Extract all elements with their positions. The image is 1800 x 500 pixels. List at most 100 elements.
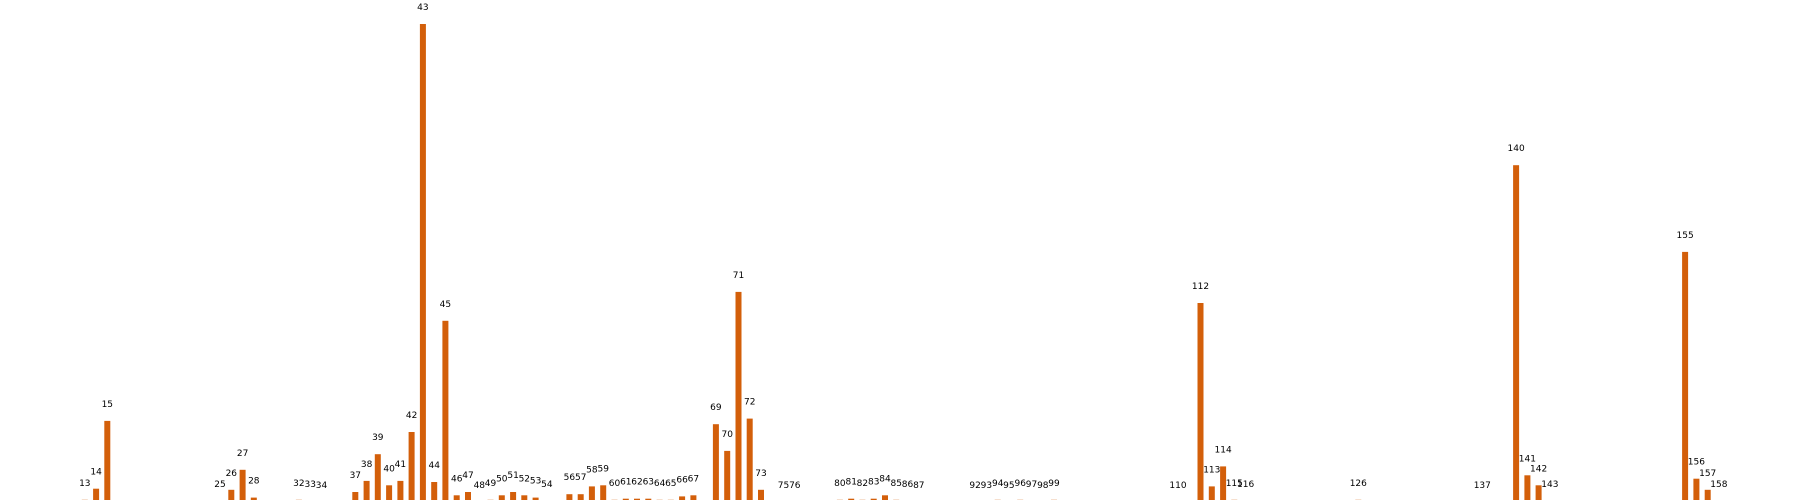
bar-label-59: 59 — [597, 464, 609, 474]
bar-62 — [634, 498, 640, 500]
bar-140 — [1513, 165, 1520, 500]
bar-label-71: 71 — [733, 271, 744, 281]
bar-label-155: 155 — [1677, 231, 1694, 241]
bar-label-87: 87 — [913, 481, 924, 491]
bar-label-126: 126 — [1350, 479, 1367, 489]
bar-label-76: 76 — [789, 481, 801, 491]
bar-label-142: 142 — [1530, 464, 1547, 474]
bar-label-98: 98 — [1037, 481, 1049, 491]
bar-label-99: 99 — [1048, 479, 1060, 489]
bar-label-25: 25 — [214, 480, 225, 490]
bar-label-58: 58 — [586, 465, 598, 475]
bars-group — [81, 24, 1711, 500]
bar-44 — [431, 482, 438, 500]
bar-label-53: 53 — [530, 477, 541, 487]
bar-47 — [465, 492, 471, 500]
bar-label-73: 73 — [755, 469, 766, 479]
bar-label-115: 115 — [1226, 479, 1243, 489]
bar-label-39: 39 — [372, 433, 384, 443]
bar-71 — [735, 291, 742, 500]
bar-label-70: 70 — [721, 430, 733, 440]
bar-63 — [645, 498, 652, 500]
bar-label-113: 113 — [1203, 465, 1220, 475]
bar-label-96: 96 — [1014, 479, 1026, 489]
bar-label-80: 80 — [834, 479, 846, 489]
bar-51 — [510, 492, 517, 500]
bar-label-92: 92 — [969, 481, 980, 491]
bar-label-50: 50 — [496, 474, 508, 484]
bar-42 — [408, 432, 415, 500]
bar-59 — [600, 485, 607, 500]
bar-45 — [442, 320, 449, 500]
bar-label-45: 45 — [440, 300, 451, 310]
bar-61 — [622, 498, 629, 500]
bar-50 — [498, 495, 505, 500]
bar-label-51: 51 — [507, 471, 518, 481]
bar-label-97: 97 — [1026, 480, 1037, 490]
bar-41 — [397, 480, 404, 500]
bar-15 — [104, 420, 111, 500]
bar-label-28: 28 — [248, 477, 260, 487]
bar-label-110: 110 — [1169, 481, 1186, 491]
bar-14 — [93, 488, 100, 500]
bar-label-38: 38 — [361, 460, 373, 470]
bar-label-94: 94 — [992, 479, 1004, 489]
bar-label-37: 37 — [350, 471, 361, 481]
bar-label-34: 34 — [316, 481, 328, 491]
bar-label-46: 46 — [451, 474, 463, 484]
bar-label-140: 140 — [1508, 144, 1525, 154]
bar-label-114: 114 — [1215, 445, 1232, 455]
bar-label-43: 43 — [417, 3, 428, 13]
bar-label-82: 82 — [857, 479, 868, 489]
bar-label-156: 156 — [1688, 458, 1705, 468]
bar-112 — [1197, 303, 1204, 500]
bar-84 — [882, 495, 888, 500]
bar-label-60: 60 — [609, 479, 621, 489]
bar-141 — [1524, 475, 1531, 500]
bar-37 — [352, 492, 359, 500]
bar-label-56: 56 — [564, 473, 576, 483]
bar-label-67: 67 — [688, 474, 699, 484]
bar-72 — [746, 418, 753, 500]
bar-27 — [239, 469, 246, 500]
bar-label-27: 27 — [237, 449, 248, 459]
bar-114 — [1220, 466, 1227, 500]
bar-57 — [577, 494, 584, 500]
bar-46 — [453, 495, 460, 500]
bar-label-75: 75 — [778, 481, 789, 491]
bar-label-62: 62 — [631, 478, 642, 488]
bar-label-41: 41 — [395, 460, 406, 470]
bar-label-54: 54 — [541, 480, 553, 490]
bar-69 — [712, 424, 719, 500]
bar-113 — [1208, 486, 1215, 500]
bar-label-66: 66 — [676, 475, 688, 485]
bar-label-69: 69 — [710, 403, 722, 413]
bar-83 — [870, 498, 877, 500]
bar-label-48: 48 — [474, 481, 486, 491]
bar-label-72: 72 — [744, 398, 755, 408]
bar-label-44: 44 — [428, 461, 440, 471]
bar-label-143: 143 — [1541, 480, 1558, 490]
bar-label-40: 40 — [383, 464, 395, 474]
bar-label-116: 116 — [1237, 480, 1254, 490]
bar-155 — [1682, 251, 1689, 500]
bar-81 — [848, 498, 855, 500]
bar-157 — [1704, 489, 1711, 500]
bar-67 — [690, 495, 697, 500]
bar-label-47: 47 — [462, 471, 473, 481]
bar-28 — [250, 497, 257, 500]
bar-label-85: 85 — [890, 479, 901, 489]
bar-70 — [724, 450, 731, 500]
bar-label-112: 112 — [1192, 282, 1209, 292]
bar-40 — [386, 485, 393, 500]
bar-label-13: 13 — [79, 479, 90, 489]
bar-39 — [374, 454, 381, 500]
bar-label-65: 65 — [665, 479, 676, 489]
bar-label-83: 83 — [868, 478, 879, 488]
bar-label-63: 63 — [643, 478, 654, 488]
bar-52 — [521, 495, 528, 500]
bar-156 — [1693, 478, 1700, 500]
bar-label-42: 42 — [406, 411, 417, 421]
